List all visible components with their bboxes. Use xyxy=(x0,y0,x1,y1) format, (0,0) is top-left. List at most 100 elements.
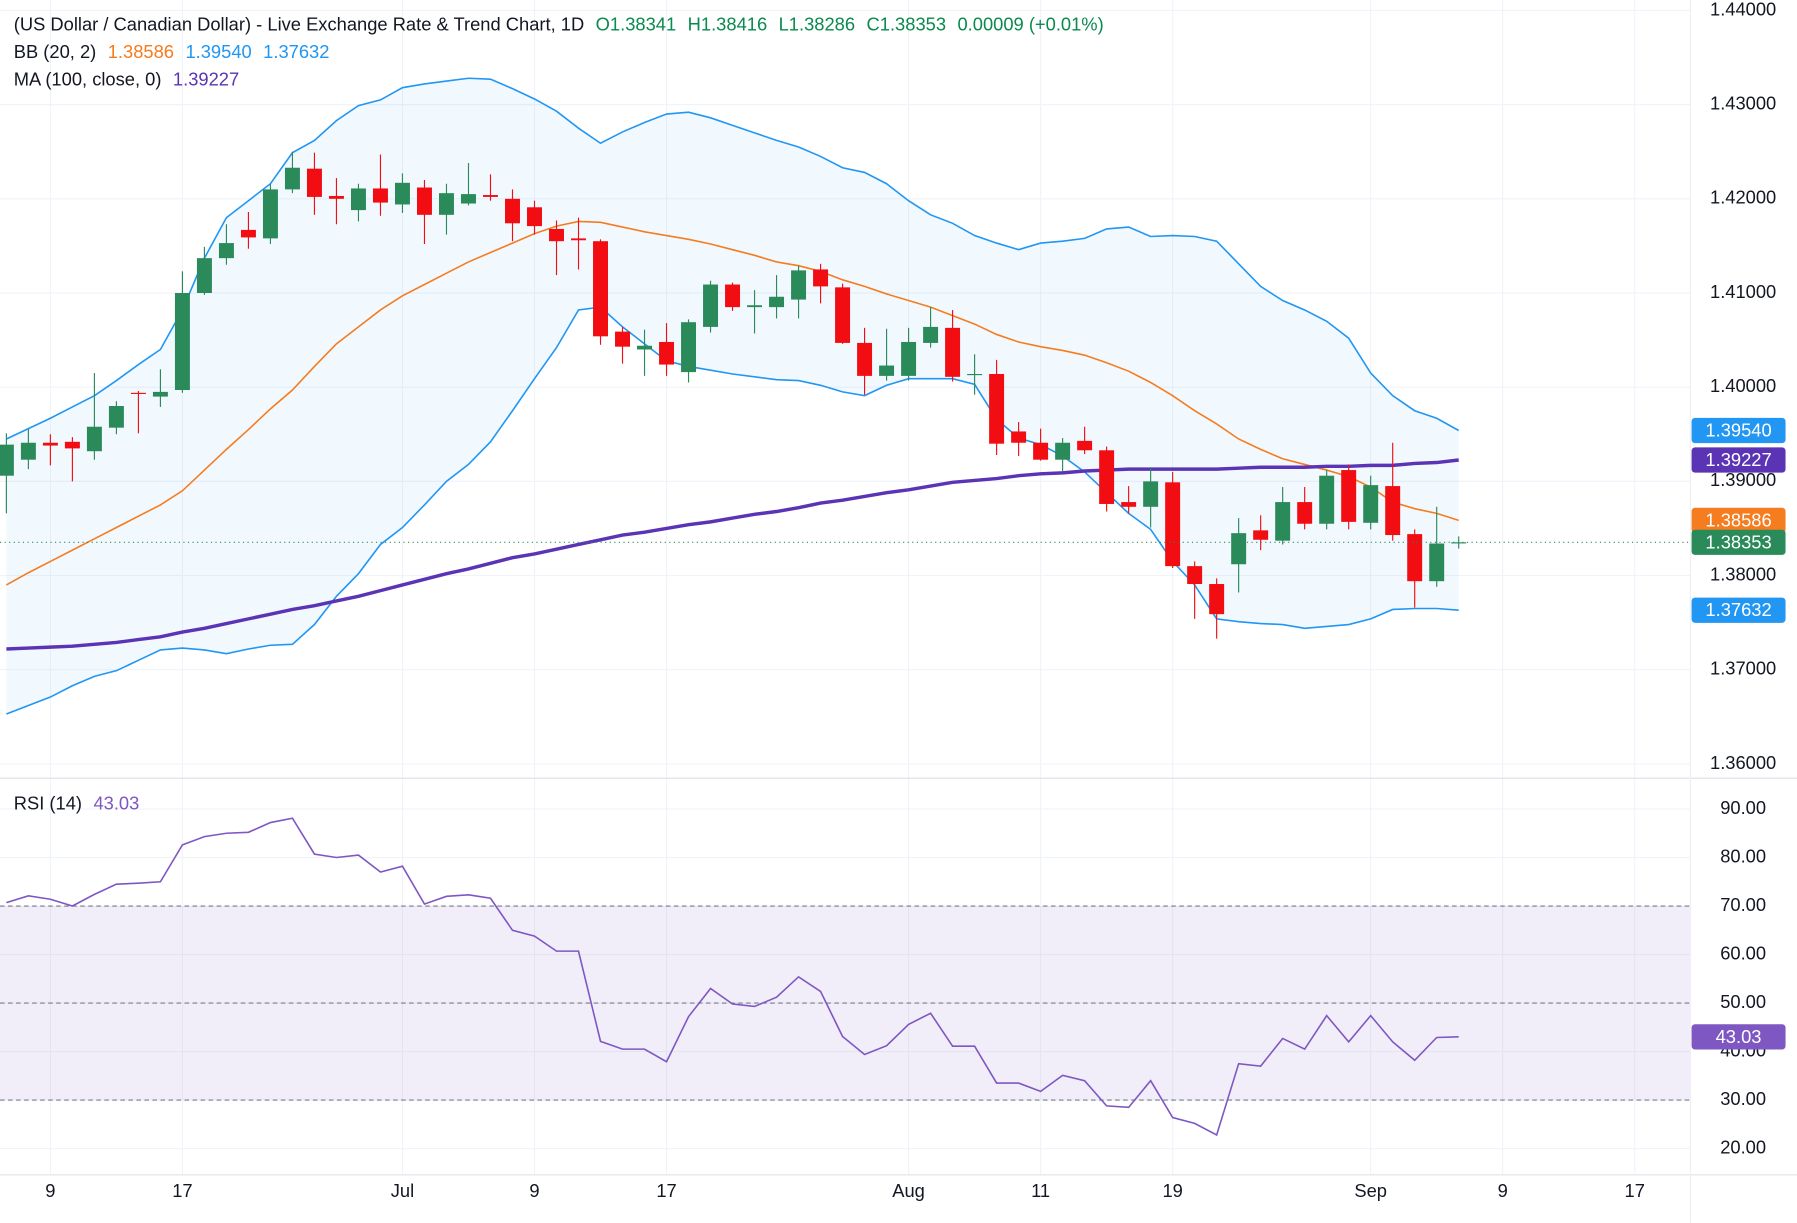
candle-body xyxy=(196,258,212,293)
chart-header: (US Dollar / Canadian Dollar) - Live Exc… xyxy=(14,13,1104,34)
indicator-legend: MA (100, close, 0) 1.39227 xyxy=(14,68,239,89)
y-tick-label: 60.00 xyxy=(1720,942,1766,963)
indicator-line xyxy=(6,458,1459,651)
y-tick-label: 80.00 xyxy=(1720,845,1766,866)
y-tick-label: 1.43000 xyxy=(1710,92,1776,113)
candle-body xyxy=(394,182,410,205)
indicator-value: 1.39227 xyxy=(173,68,239,89)
candle-body xyxy=(945,327,961,377)
y-tick-label: 50.00 xyxy=(1720,991,1766,1012)
candle-body xyxy=(284,167,300,190)
candle-body xyxy=(262,189,278,239)
candle-body xyxy=(901,341,917,376)
price-badge xyxy=(1691,417,1786,444)
candle-body xyxy=(879,365,895,376)
candle-body xyxy=(461,194,476,204)
candle-body xyxy=(1143,481,1159,507)
candle-body xyxy=(769,296,785,308)
candle-body xyxy=(1165,482,1181,567)
candle-body xyxy=(813,269,829,287)
candle-body xyxy=(306,168,322,197)
price-badge xyxy=(1691,529,1786,555)
candle-body xyxy=(1297,502,1313,524)
label-layer: 1.36000 1.37000 1.38000 1.39000 1.40000 1.410… xyxy=(14,0,1786,1201)
price-badge xyxy=(1691,447,1786,473)
candle-body xyxy=(1187,566,1203,585)
x-tick-label: 17 xyxy=(172,1180,192,1201)
indicator-line xyxy=(5,220,1459,586)
x-tick-label: 9 xyxy=(529,1180,539,1201)
y-tick-label: 1.37000 xyxy=(1710,658,1776,679)
band-fill xyxy=(6,78,1459,715)
y-tick-label: 1.40000 xyxy=(1710,375,1776,396)
price-badge-label: 1.38586 xyxy=(1705,509,1771,530)
x-tick-label: Sep xyxy=(1354,1180,1387,1201)
y-tick-label: 70.00 xyxy=(1720,894,1766,915)
rsi-line xyxy=(6,817,1459,1137)
candle-body xyxy=(747,305,763,308)
candle-body xyxy=(967,373,983,376)
candle-body xyxy=(1275,502,1291,541)
indicator-value: 1.39540 xyxy=(185,41,251,62)
candle-body xyxy=(637,345,653,350)
candle-body xyxy=(593,241,608,337)
candle-body xyxy=(1319,475,1335,524)
candle-body xyxy=(703,284,719,327)
candle-body xyxy=(1231,533,1247,565)
x-tick-label: 9 xyxy=(45,1180,55,1201)
candle-body xyxy=(989,373,1005,444)
ohlc-value: H1.38416 xyxy=(688,13,768,34)
candle-body xyxy=(64,441,80,449)
ohlc-value: C1.38353 xyxy=(867,13,947,34)
rsi-legend: RSI (14) 43.03 xyxy=(14,792,140,813)
candle-body xyxy=(659,341,675,365)
x-tick-label: 11 xyxy=(1031,1180,1050,1201)
candle-body xyxy=(108,406,124,428)
price-badge-label: 1.39227 xyxy=(1705,449,1771,470)
candle-body xyxy=(1363,485,1379,523)
candle-body xyxy=(438,193,454,215)
series-name: RSI (14) xyxy=(14,792,82,813)
candle-body xyxy=(1253,530,1269,540)
y-tick-label: 1.38000 xyxy=(1710,563,1776,584)
candle-body xyxy=(791,270,807,300)
candle-body xyxy=(505,198,520,224)
candle-body xyxy=(174,292,190,391)
candle-body xyxy=(20,442,36,460)
indicator-name: MA (100, close, 0) xyxy=(14,68,162,89)
price-badge-label: 1.37632 xyxy=(1705,599,1771,620)
candle-body xyxy=(328,195,344,199)
indicator-value: 1.38586 xyxy=(108,41,174,62)
candle-body xyxy=(1077,440,1093,451)
candle-body xyxy=(615,331,631,347)
candle-body xyxy=(240,229,256,238)
candle-body xyxy=(483,195,498,197)
candle-body xyxy=(1033,442,1049,460)
candle-body xyxy=(1429,543,1445,582)
candle-body xyxy=(857,342,873,376)
candle-body xyxy=(350,188,366,211)
price-badge-label: 1.38353 xyxy=(1705,531,1771,552)
candle-body xyxy=(1341,470,1357,522)
indicator-legend: BB (20, 2) 1.38586 1.39540 1.37632 xyxy=(14,41,330,62)
candle-body xyxy=(0,444,14,476)
candle-body xyxy=(681,322,697,373)
y-tick-label: 1.41000 xyxy=(1710,281,1776,302)
candle-body xyxy=(130,392,146,394)
price-badge-label: 1.39540 xyxy=(1705,419,1771,440)
candle-body xyxy=(1209,584,1225,615)
price-badge xyxy=(1691,597,1786,623)
series-value: 43.03 xyxy=(93,792,139,813)
candle-body xyxy=(725,284,741,308)
candle-body xyxy=(1407,534,1423,582)
y-tick-label: 1.36000 xyxy=(1710,752,1776,773)
candle-body xyxy=(42,442,58,446)
candle-body xyxy=(527,207,542,227)
ohlc-value: L1.38286 xyxy=(779,13,855,34)
candle-body xyxy=(1121,502,1137,507)
candle-body xyxy=(549,228,564,242)
y-tick-label: 90.00 xyxy=(1720,797,1766,818)
y-tick-label: 1.39000 xyxy=(1710,469,1776,490)
